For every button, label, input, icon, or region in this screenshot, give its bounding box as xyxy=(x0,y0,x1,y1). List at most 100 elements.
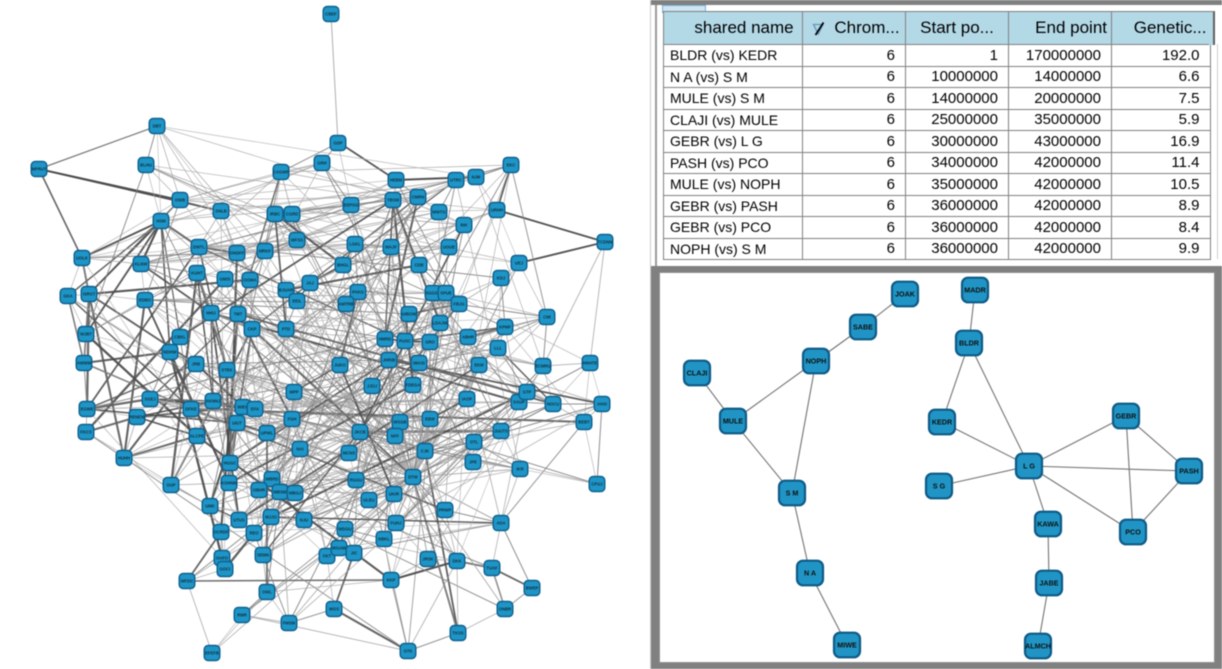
svg-text:CJK: CJK xyxy=(421,449,429,454)
svg-text:PAKG: PAKG xyxy=(352,290,364,295)
svg-text:KOHNM: KOHNM xyxy=(221,481,237,486)
svg-text:AMTRB: AMTRB xyxy=(338,302,353,307)
svg-text:PTD: PTD xyxy=(282,327,290,332)
svg-text:OCRDF: OCRDF xyxy=(214,530,229,535)
svg-text:WAJF: WAJF xyxy=(385,245,397,250)
svg-text:CGRD: CGRD xyxy=(286,212,298,217)
svg-text:IMASI: IMASI xyxy=(413,361,425,366)
svg-text:BWEP: BWEP xyxy=(526,586,539,591)
svg-text:NBKL: NBKL xyxy=(378,537,390,542)
svg-text:MPRUT: MPRUT xyxy=(32,167,47,172)
svg-text:PCO: PCO xyxy=(1125,527,1141,536)
svg-text:EBW: EBW xyxy=(425,417,435,422)
svg-text:PASH: PASH xyxy=(1179,466,1198,475)
svg-text:CLAJI: CLAJI xyxy=(687,368,708,377)
svg-text:MBSM: MBSM xyxy=(274,490,287,495)
svg-text:UIBOW: UIBOW xyxy=(402,312,416,317)
svg-text:SEMN: SEMN xyxy=(257,553,269,558)
svg-text:UTUS: UTUS xyxy=(233,518,245,523)
svg-text:MCNS: MCNS xyxy=(343,451,356,456)
svg-text:UTRC: UTRC xyxy=(450,178,462,183)
svg-text:GTK: GTK xyxy=(404,649,413,654)
svg-text:NJM: NJM xyxy=(472,175,481,180)
svg-text:JRB: JRB xyxy=(192,362,200,367)
svg-text:GDP: GDP xyxy=(333,141,342,146)
svg-text:BJUAR: BJUAR xyxy=(279,288,293,293)
svg-text:MPP: MPP xyxy=(289,390,298,395)
svg-text:SGGSR: SGGSR xyxy=(425,291,440,296)
svg-text:KAWA: KAWA xyxy=(1037,519,1059,528)
svg-text:WOS: WOS xyxy=(329,607,339,612)
svg-text:KLNW: KLNW xyxy=(135,262,148,267)
svg-text:NDHW: NDHW xyxy=(163,350,176,355)
svg-text:SGEJ: SGEJ xyxy=(144,397,156,402)
svg-text:ALMCH: ALMCH xyxy=(1025,641,1051,650)
svg-text:NOPH: NOPH xyxy=(806,356,827,365)
svg-text:MULE: MULE xyxy=(723,416,744,425)
svg-text:ONDFF: ONDFF xyxy=(230,251,245,256)
svg-text:JIC: JIC xyxy=(351,551,358,556)
svg-text:JHRIB: JHRIB xyxy=(383,358,396,363)
svg-text:UOLK: UOLK xyxy=(76,256,88,261)
svg-text:OTL: OTL xyxy=(470,440,479,445)
svg-text:FMSM: FMSM xyxy=(283,621,296,626)
svg-text:WBRD: WBRD xyxy=(265,477,278,482)
svg-text:EFEFB: EFEFB xyxy=(205,651,219,656)
svg-text:WGAW: WGAW xyxy=(332,546,346,551)
svg-text:BLDR: BLDR xyxy=(959,338,980,347)
svg-text:DTW: DTW xyxy=(408,475,418,480)
svg-text:CBKL: CBKL xyxy=(174,335,186,340)
svg-text:FBJG: FBJG xyxy=(453,302,464,307)
svg-text:LDAJW: LDAJW xyxy=(433,321,448,326)
svg-text:HGGC: HGGC xyxy=(224,461,237,466)
svg-text:MWTG: MWTG xyxy=(432,210,445,215)
svg-text:ISRST: ISRST xyxy=(83,292,96,297)
svg-text:GTP: GTP xyxy=(523,390,532,395)
svg-text:UMK: UMK xyxy=(205,504,215,509)
svg-text:UOUE: UOUE xyxy=(443,245,455,250)
svg-text:HMRD: HMRD xyxy=(379,337,392,342)
svg-text:OWB: OWB xyxy=(175,198,185,203)
svg-text:MRKF: MRKF xyxy=(259,249,272,254)
svg-text:KDJ: KDJ xyxy=(497,276,506,281)
svg-text:NAI: NAI xyxy=(296,447,303,452)
svg-text:ONBR: ONBR xyxy=(499,607,511,612)
svg-text:JPE: JPE xyxy=(469,460,477,465)
svg-text:MIWE: MIWE xyxy=(837,640,857,649)
svg-text:L G: L G xyxy=(1023,461,1035,470)
svg-text:FKT: FKT xyxy=(323,554,332,559)
svg-text:TBSM: TBSM xyxy=(387,198,399,203)
svg-text:DKK: DKK xyxy=(452,559,461,564)
svg-text:DBT: DBT xyxy=(153,124,162,129)
svg-text:NOCU: NOCU xyxy=(547,402,559,407)
svg-text:EFA: EFA xyxy=(251,407,259,412)
svg-text:WBGJ: WBGJ xyxy=(289,491,302,496)
svg-text:SPUE: SPUE xyxy=(440,291,452,296)
svg-text:JUKO: JUKO xyxy=(334,363,346,368)
svg-text:FUHJ: FUHJ xyxy=(391,521,403,526)
svg-text:WFSS: WFSS xyxy=(291,238,303,243)
svg-text:WSGB: WSGB xyxy=(393,420,406,425)
svg-text:EKM: EKM xyxy=(474,363,484,368)
svg-text:JOAK: JOAK xyxy=(895,289,916,298)
svg-text:CMI: CMI xyxy=(543,315,551,320)
svg-text:S G: S G xyxy=(933,481,946,490)
svg-text:STEK: STEK xyxy=(221,368,232,373)
svg-text:CAGWP: CAGWP xyxy=(273,170,289,175)
svg-text:EEPSG: EEPSG xyxy=(344,203,358,208)
svg-text:FKCS: FKCS xyxy=(80,430,92,435)
svg-text:ECMRU: ECMRU xyxy=(535,364,550,369)
svg-text:OAFO: OAFO xyxy=(216,556,229,561)
svg-text:CBEF: CBEF xyxy=(325,12,337,17)
svg-text:CMRN: CMRN xyxy=(412,195,425,200)
svg-text:SNLB: SNLB xyxy=(215,209,226,214)
svg-text:LLL: LLL xyxy=(494,346,502,351)
svg-text:GMSI: GMSI xyxy=(220,277,231,282)
svg-text:IRBC: IRBC xyxy=(270,212,280,217)
svg-text:MADR: MADR xyxy=(964,285,986,294)
svg-text:GKA: GKA xyxy=(63,294,72,299)
svg-text:HSM: HSM xyxy=(156,219,166,224)
svg-text:WIEG: WIEG xyxy=(237,405,248,410)
svg-text:EGWE: EGWE xyxy=(81,407,94,412)
svg-text:GOCI: GOCI xyxy=(220,567,231,572)
